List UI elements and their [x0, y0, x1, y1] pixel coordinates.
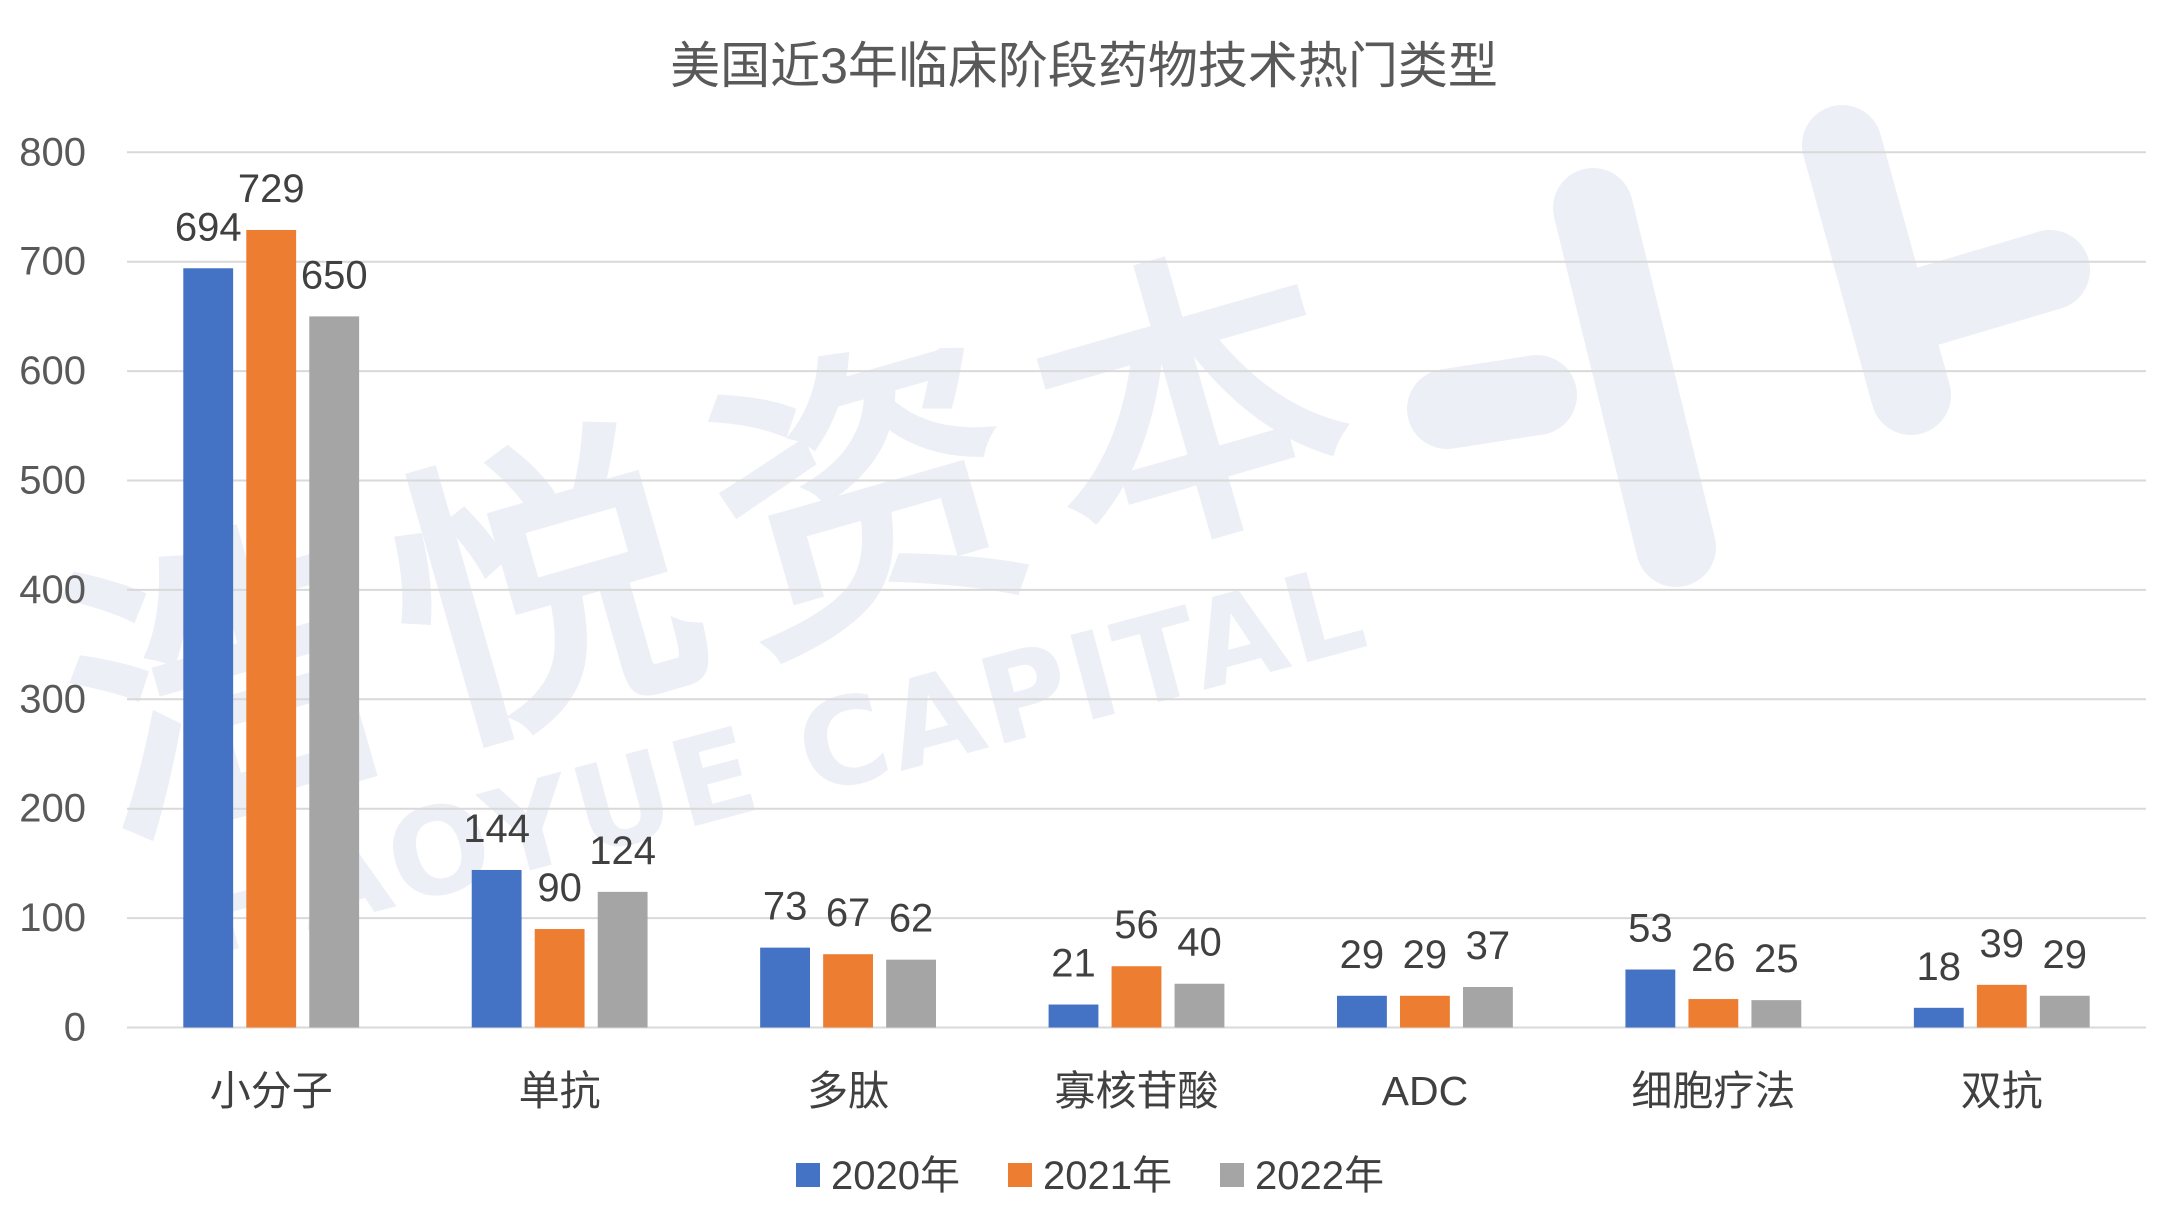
data-label: 124 [589, 829, 656, 873]
y-tick-label: 400 [19, 568, 86, 612]
category-label: 细胞疗法 [1631, 1068, 1795, 1114]
bar [823, 954, 873, 1028]
y-tick-label: 700 [19, 240, 86, 284]
bar [760, 947, 810, 1028]
y-tick-label: 600 [19, 349, 86, 393]
data-label: 650 [301, 253, 368, 297]
data-label: 29 [1340, 933, 1385, 977]
bar [1625, 969, 1676, 1028]
watermark-logo-stroke [1553, 168, 1716, 587]
data-label: 67 [826, 891, 871, 935]
bar [183, 268, 234, 1028]
legend-swatch [1008, 1163, 1032, 1187]
data-label: 25 [1754, 937, 1799, 981]
category-label: 寡核苷酸 [1055, 1068, 1219, 1114]
bar [1174, 983, 1225, 1028]
bar [1048, 1004, 1099, 1028]
data-label: 53 [1628, 907, 1673, 951]
category-label: 双抗 [1961, 1068, 2043, 1114]
y-tick-label: 100 [19, 896, 86, 940]
bar [1463, 987, 1513, 1028]
chart-title: 美国近3年临床阶段药物技术热门类型 [670, 38, 1498, 94]
data-label: 73 [763, 885, 808, 929]
category-label: 单抗 [519, 1068, 601, 1114]
bar [1751, 1000, 1802, 1028]
bar [534, 929, 585, 1028]
bars [183, 229, 2090, 1028]
data-label: 729 [238, 167, 305, 211]
data-label: 90 [537, 866, 582, 910]
legend: 2020年 2021年 2022年 [796, 1154, 1384, 1198]
bar [471, 869, 522, 1028]
category-label: ADC [1382, 1068, 1469, 1114]
x-axis: 小分子 单抗 多肽 寡核苷酸 ADC 细胞疗法 双抗 [210, 1068, 2043, 1114]
data-label: 40 [1177, 921, 1222, 965]
data-label: 29 [2043, 933, 2088, 977]
bar [1913, 1007, 1964, 1028]
data-label: 26 [1691, 936, 1736, 980]
watermark-logo-stroke [1892, 230, 2090, 345]
category-label: 多肽 [807, 1068, 889, 1114]
y-tick-label: 500 [19, 459, 86, 503]
y-tick-label: 300 [19, 677, 86, 721]
data-label: 56 [1114, 903, 1159, 947]
data-label: 29 [1403, 933, 1448, 977]
y-tick-label: 200 [19, 787, 86, 831]
y-tick-label: 800 [19, 130, 86, 174]
data-label: 37 [1466, 924, 1511, 968]
bar [2039, 995, 2090, 1028]
bar [1976, 984, 2027, 1028]
bar [309, 316, 360, 1028]
data-label: 39 [1980, 922, 2025, 966]
watermark-logo-stroke [1407, 355, 1577, 449]
legend-label: 2020年 [831, 1154, 960, 1198]
data-label: 62 [889, 897, 934, 941]
watermark-logo [1407, 105, 2090, 587]
bar [246, 229, 297, 1028]
data-label: 21 [1051, 942, 1096, 986]
watermark-logo-stroke [1802, 105, 1951, 435]
bar [1111, 966, 1162, 1028]
legend-label: 2021年 [1043, 1154, 1172, 1198]
legend-label: 2022年 [1255, 1154, 1384, 1198]
data-label: 18 [1917, 945, 1962, 989]
y-axis: 0 100 200 300 400 500 600 700 800 [19, 130, 86, 1049]
category-label: 小分子 [210, 1068, 333, 1114]
y-tick-label: 0 [64, 1006, 86, 1050]
bar [1400, 995, 1450, 1028]
legend-swatch [796, 1163, 820, 1187]
bar [1688, 999, 1739, 1028]
legend-swatch [1220, 1163, 1244, 1187]
data-label: 694 [175, 205, 242, 249]
bar [886, 959, 936, 1028]
bar [1337, 995, 1387, 1028]
data-label: 144 [463, 807, 530, 851]
bar [597, 891, 648, 1028]
